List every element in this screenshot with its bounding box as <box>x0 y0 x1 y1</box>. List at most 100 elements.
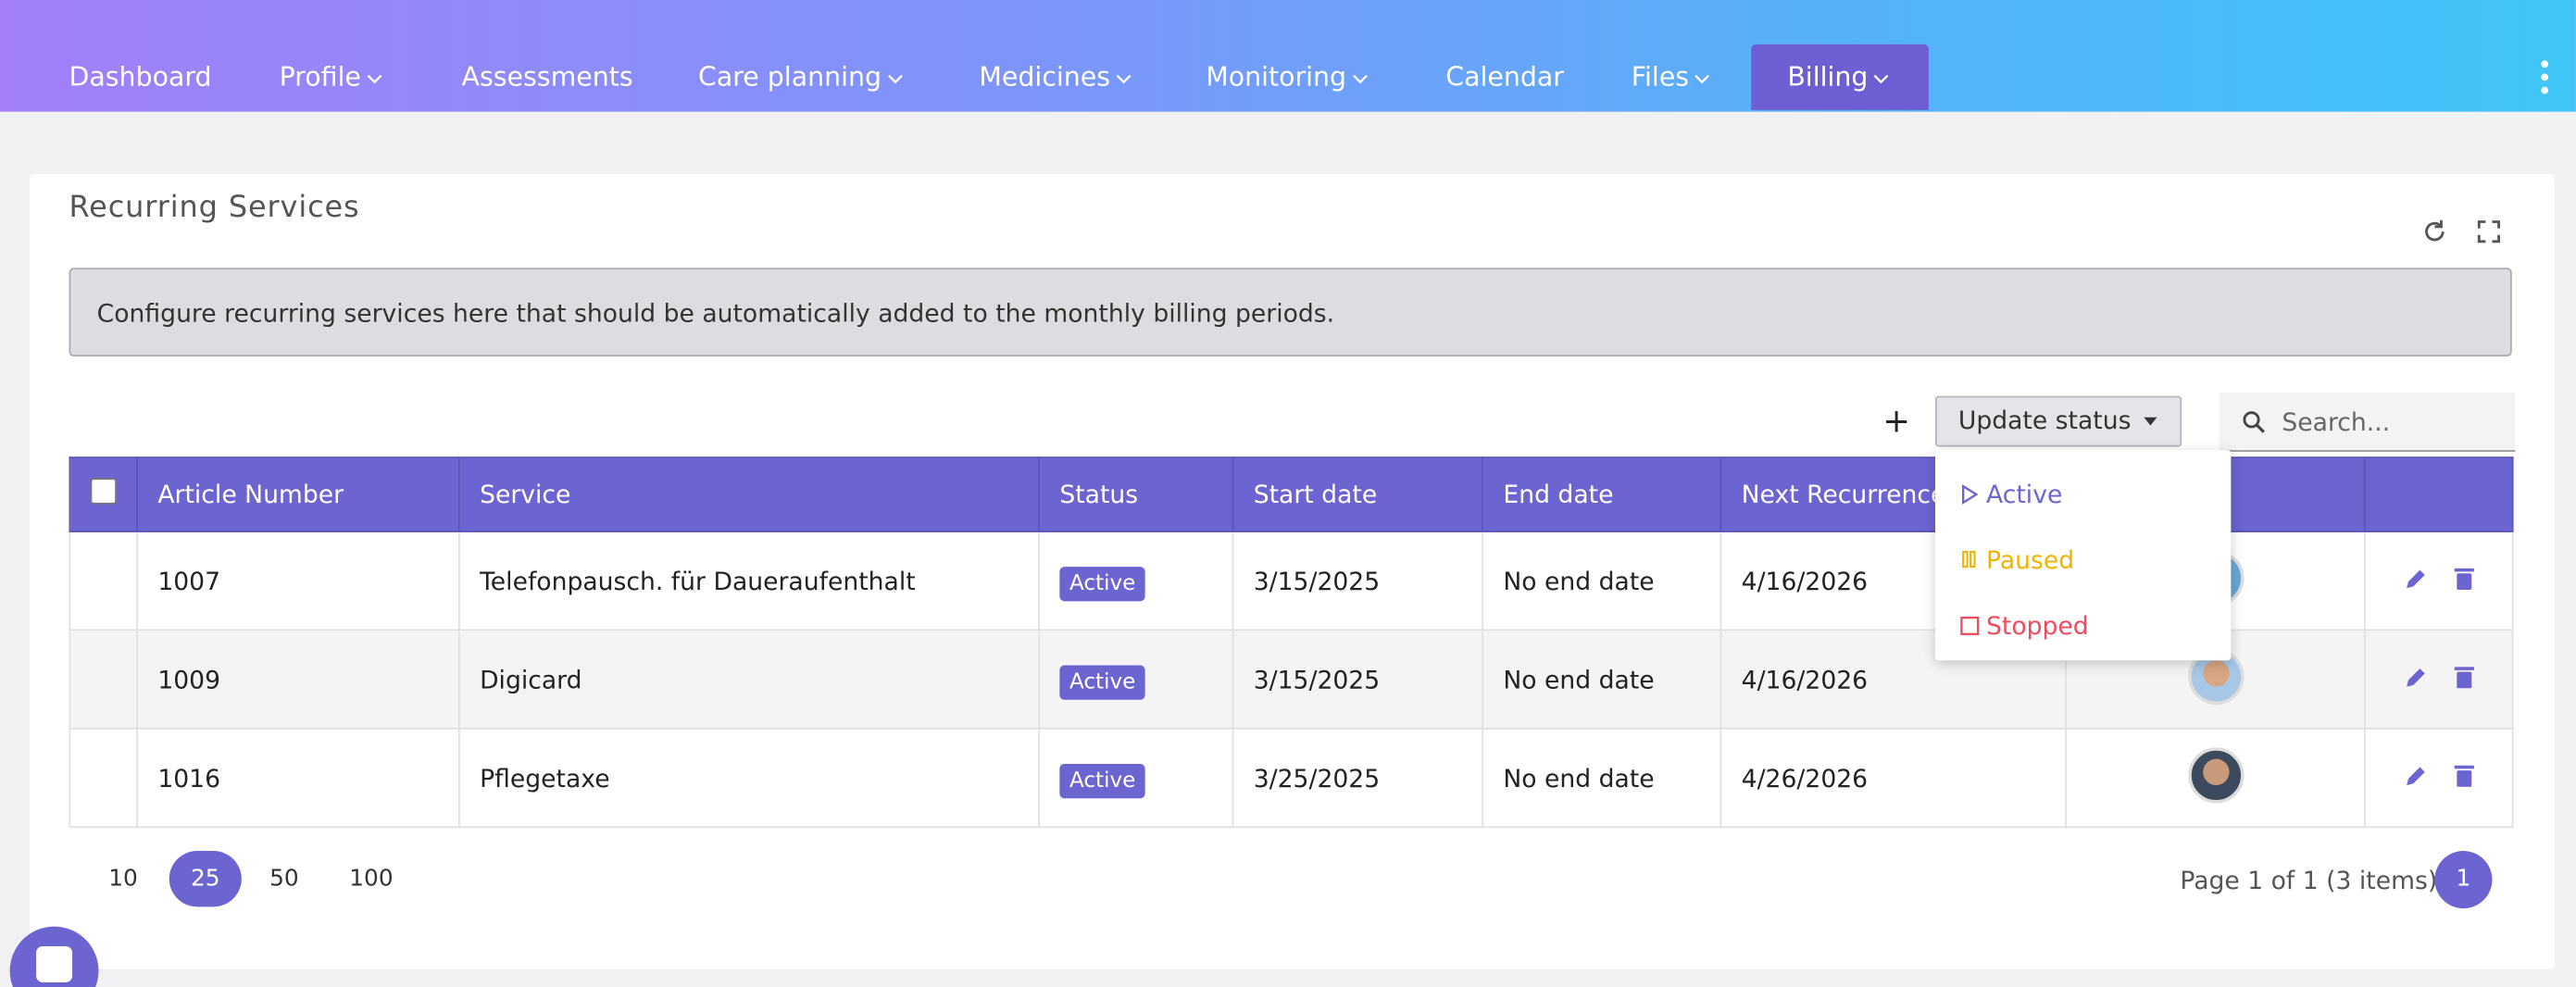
table-cell: No end date <box>1482 727 1722 829</box>
caret <box>2144 417 2157 426</box>
actions-cell <box>2364 727 2514 829</box>
delete-button[interactable] <box>2453 566 2474 590</box>
actions-header <box>2364 456 2514 532</box>
nav-label: Billing <box>1787 60 1869 93</box>
chevron <box>1116 73 1132 83</box>
page-info: Page 1 of 1 (3 items) <box>2180 866 2438 895</box>
delete-button[interactable] <box>2453 763 2474 786</box>
table-cell: No end date <box>1482 531 1722 631</box>
card: Recurring Services Configure recurring s… <box>29 174 2555 969</box>
menu-icon <box>1962 551 1976 568</box>
actions-cell <box>2364 629 2514 730</box>
nav-item[interactable]: Monitoring <box>1206 44 1368 110</box>
table-cell: 1016 <box>136 727 460 829</box>
column-header: Service <box>458 456 1041 532</box>
nav-label: Assessments <box>461 60 633 93</box>
refresh-button[interactable] <box>2421 219 2447 244</box>
menu-label: Paused <box>1986 545 2075 575</box>
page-size[interactable]: 25 <box>169 851 242 907</box>
table-cell: Pflegetaxe <box>458 727 1041 829</box>
nav-label: Medicines <box>979 60 1111 93</box>
created-by-cell <box>2065 727 2366 829</box>
delete-button[interactable] <box>2453 665 2474 688</box>
status-dropdown: Active Paused Stopped <box>1935 450 2232 661</box>
more-menu[interactable] <box>2540 59 2550 95</box>
nav-item[interactable]: Files <box>1632 44 1710 110</box>
page-size[interactable]: 100 <box>349 866 394 893</box>
update-status-button[interactable]: Update status <box>1935 395 2182 447</box>
nav-label: Dashboard <box>69 60 212 93</box>
status-badge: Active <box>1059 566 1146 601</box>
select-cell <box>69 531 139 631</box>
table-cell: 1007 <box>136 531 460 631</box>
chevron <box>887 73 903 83</box>
menu-icon <box>1960 616 1980 635</box>
nav-label: Files <box>1631 60 1690 93</box>
table-cell: 4/26/2026 <box>1719 727 2067 829</box>
page-size[interactable]: 50 <box>269 866 299 893</box>
search-input[interactable]: Search... <box>2219 393 2516 452</box>
chevron <box>1694 73 1710 83</box>
page-size[interactable]: 10 <box>108 866 138 893</box>
nav-label: Monitoring <box>1206 60 1347 93</box>
menu-label: Active <box>1986 480 2063 510</box>
nav-label: Calendar <box>1445 60 1564 93</box>
nav-item[interactable]: Profile <box>280 44 382 110</box>
card-title: Recurring Services <box>69 190 360 226</box>
menu-item[interactable]: Active <box>1960 480 2063 510</box>
actions-cell <box>2364 531 2514 631</box>
chevron <box>367 73 381 83</box>
table-cell: Telefonpausch. für Daueraufenthalt <box>458 531 1041 631</box>
nav-item[interactable]: Dashboard <box>69 44 212 110</box>
select-cell <box>69 727 139 829</box>
checkbox[interactable] <box>90 478 117 505</box>
edit-button[interactable] <box>2405 763 2428 786</box>
nav-label: Profile <box>279 60 361 93</box>
table-cell: Digicard <box>458 629 1041 730</box>
nav-item[interactable]: Medicines <box>979 44 1132 110</box>
select-all-cell <box>69 456 139 532</box>
chevron <box>1352 73 1368 83</box>
info-banner: Configure recurring services here that s… <box>69 268 2512 357</box>
column-header: Status <box>1038 456 1234 532</box>
fullscreen-button[interactable] <box>2477 220 2500 244</box>
menu-icon <box>1962 484 1979 505</box>
select-cell <box>69 629 139 730</box>
search-placeholder: Search... <box>2282 407 2391 437</box>
menu-item[interactable]: Paused <box>1960 545 2075 575</box>
table-cell: 3/15/2025 <box>1232 531 1484 631</box>
nav-item[interactable]: Calendar <box>1445 44 1564 110</box>
table-cell: No end date <box>1482 629 1722 730</box>
edit-button[interactable] <box>2405 665 2428 688</box>
nav-item[interactable]: Assessments <box>462 44 633 110</box>
table-cell: Active <box>1038 629 1234 730</box>
table-cell: Active <box>1038 727 1234 829</box>
nav-label: Care planning <box>698 60 882 93</box>
status-badge: Active <box>1059 763 1146 798</box>
table-cell: Active <box>1038 531 1234 631</box>
top-nav: Dashboard Profile Assessments Care planning… <box>0 0 2576 112</box>
chevron <box>1873 73 1889 83</box>
menu-item[interactable]: Stopped <box>1960 611 2089 641</box>
header-row: Article Number Service Status Start date End… <box>69 456 2514 532</box>
add-button[interactable]: + <box>1882 400 1910 441</box>
table-row: 1016 Pflegetaxe Active 3/25/2025 No end date… <box>69 727 2514 829</box>
table-cell: 3/25/2025 <box>1232 727 1484 829</box>
column-header: End date <box>1482 456 1722 532</box>
chat-icon <box>36 945 73 982</box>
status-badge: Active <box>1059 664 1146 699</box>
button-label: Update status <box>1957 406 2132 436</box>
column-header: Start date <box>1232 456 1484 532</box>
menu-label: Stopped <box>1986 611 2089 641</box>
table-cell: 3/15/2025 <box>1232 629 1484 730</box>
avatar <box>2187 647 2244 705</box>
current-page[interactable]: 1 <box>2434 851 2493 909</box>
search-icon <box>2243 411 2265 433</box>
nav-item[interactable]: Billing <box>1751 44 1930 110</box>
table-cell: 1009 <box>136 629 460 730</box>
column-header: Article Number <box>136 456 460 532</box>
edit-button[interactable] <box>2405 566 2428 589</box>
nav-item[interactable]: Care planning <box>698 44 903 110</box>
